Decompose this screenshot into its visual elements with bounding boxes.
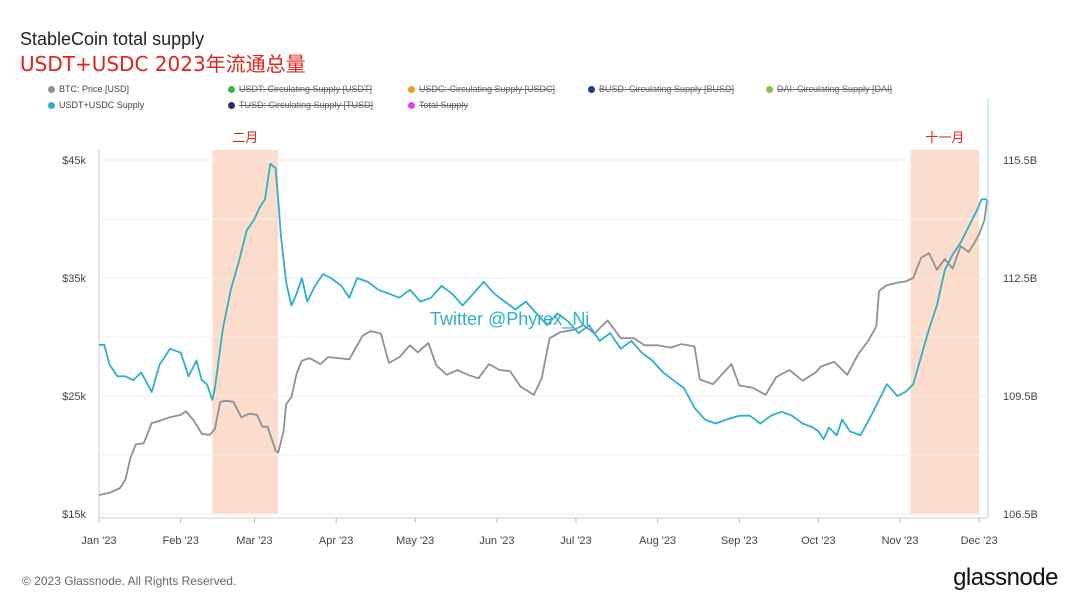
highlight-bands: 二月 十一月	[212, 131, 980, 514]
y-left-tick-label: $25k	[62, 391, 86, 403]
gridlines	[99, 159, 987, 515]
legend-dot-icon	[408, 102, 415, 109]
legend-dot-icon	[48, 86, 55, 93]
legend-dot-icon	[228, 86, 235, 93]
x-tick-label: Mar '23	[236, 535, 272, 547]
legend-item-busd-supply[interactable]: BUSD: Circulating Supply [BUSD]	[588, 84, 734, 94]
copyright-text: © 2023 Glassnode. All Rights Reserved.	[22, 574, 237, 588]
x-tick-label: Jan '23	[81, 535, 116, 547]
legend-row-2: USDT+USDC Supply TUSD: Circulating Suppl…	[48, 100, 1008, 116]
series-lines	[98, 163, 988, 496]
y-right-tick-label: 106.5B	[1003, 509, 1038, 521]
axes	[98, 98, 989, 523]
series-line-usdt-usdc-supply	[99, 163, 987, 441]
legend-item-dai-supply[interactable]: DAI: Circulating Supply [DAI]	[766, 84, 892, 94]
legend-item-total-supply[interactable]: Total Supply	[408, 100, 468, 110]
legend: BTC: Price [USD] USDT: Circulating Suppl…	[48, 84, 1008, 116]
highlight-label-2: 十一月	[925, 131, 964, 146]
x-tick-label: Jun '23	[479, 535, 514, 547]
x-tick-label: Feb '23	[163, 535, 199, 547]
y-right-tick-label: 112.5B	[1003, 273, 1037, 285]
highlight-label-1: 二月	[232, 131, 258, 146]
legend-dot-icon	[588, 86, 595, 93]
y-right-tick-label: 115.5B	[1003, 155, 1037, 167]
y-left-tick-label: $45k	[62, 155, 86, 167]
y-left-tick-label: $15k	[62, 509, 86, 521]
watermark-text: Twitter @Phyrex_Ni	[430, 309, 590, 329]
x-tick-label: Aug '23	[639, 535, 676, 547]
legend-item-tusd-supply[interactable]: TUSD: Circulating Supply [TUSD]	[228, 100, 373, 110]
brand-logo: glassnode	[953, 564, 1058, 591]
legend-dot-icon	[408, 86, 415, 93]
legend-dot-icon	[48, 102, 55, 109]
legend-row-1: BTC: Price [USD] USDT: Circulating Suppl…	[48, 84, 1008, 100]
legend-dot-icon	[228, 102, 235, 109]
series-line-btc-price	[98, 199, 988, 496]
legend-item-usdc-supply[interactable]: USDC: Circulating Supply [USDC]	[408, 84, 555, 94]
legend-item-usdt-supply[interactable]: USDT: Circulating Supply [USDT]	[228, 84, 372, 94]
tick-labels: Jan '23 Feb '23 Mar '23 Apr '23 May '23 Jun '…	[62, 155, 1038, 547]
chart-title: StableCoin total supply	[20, 29, 205, 49]
x-tick-label: Dec '23	[961, 535, 998, 547]
x-tick-label: Jul '23	[560, 535, 591, 547]
chart-subtitle: USDT+USDC 2023年流通总量	[20, 52, 306, 76]
legend-item-btc-price[interactable]: BTC: Price [USD]	[48, 84, 129, 94]
legend-dot-icon	[766, 86, 773, 93]
x-tick-label: Apr '23	[319, 535, 354, 547]
highlight-band-2	[910, 150, 980, 514]
legend-item-usdt-usdc-supply[interactable]: USDT+USDC Supply	[48, 100, 144, 110]
x-tick-label: Oct '23	[801, 535, 836, 547]
x-tick-label: Nov '23	[882, 535, 919, 547]
y-left-tick-label: $35k	[62, 273, 86, 285]
y-right-tick-label: 109.5B	[1003, 391, 1038, 403]
x-tick-label: May '23	[396, 535, 434, 547]
x-tick-label: Sep '23	[721, 535, 758, 547]
